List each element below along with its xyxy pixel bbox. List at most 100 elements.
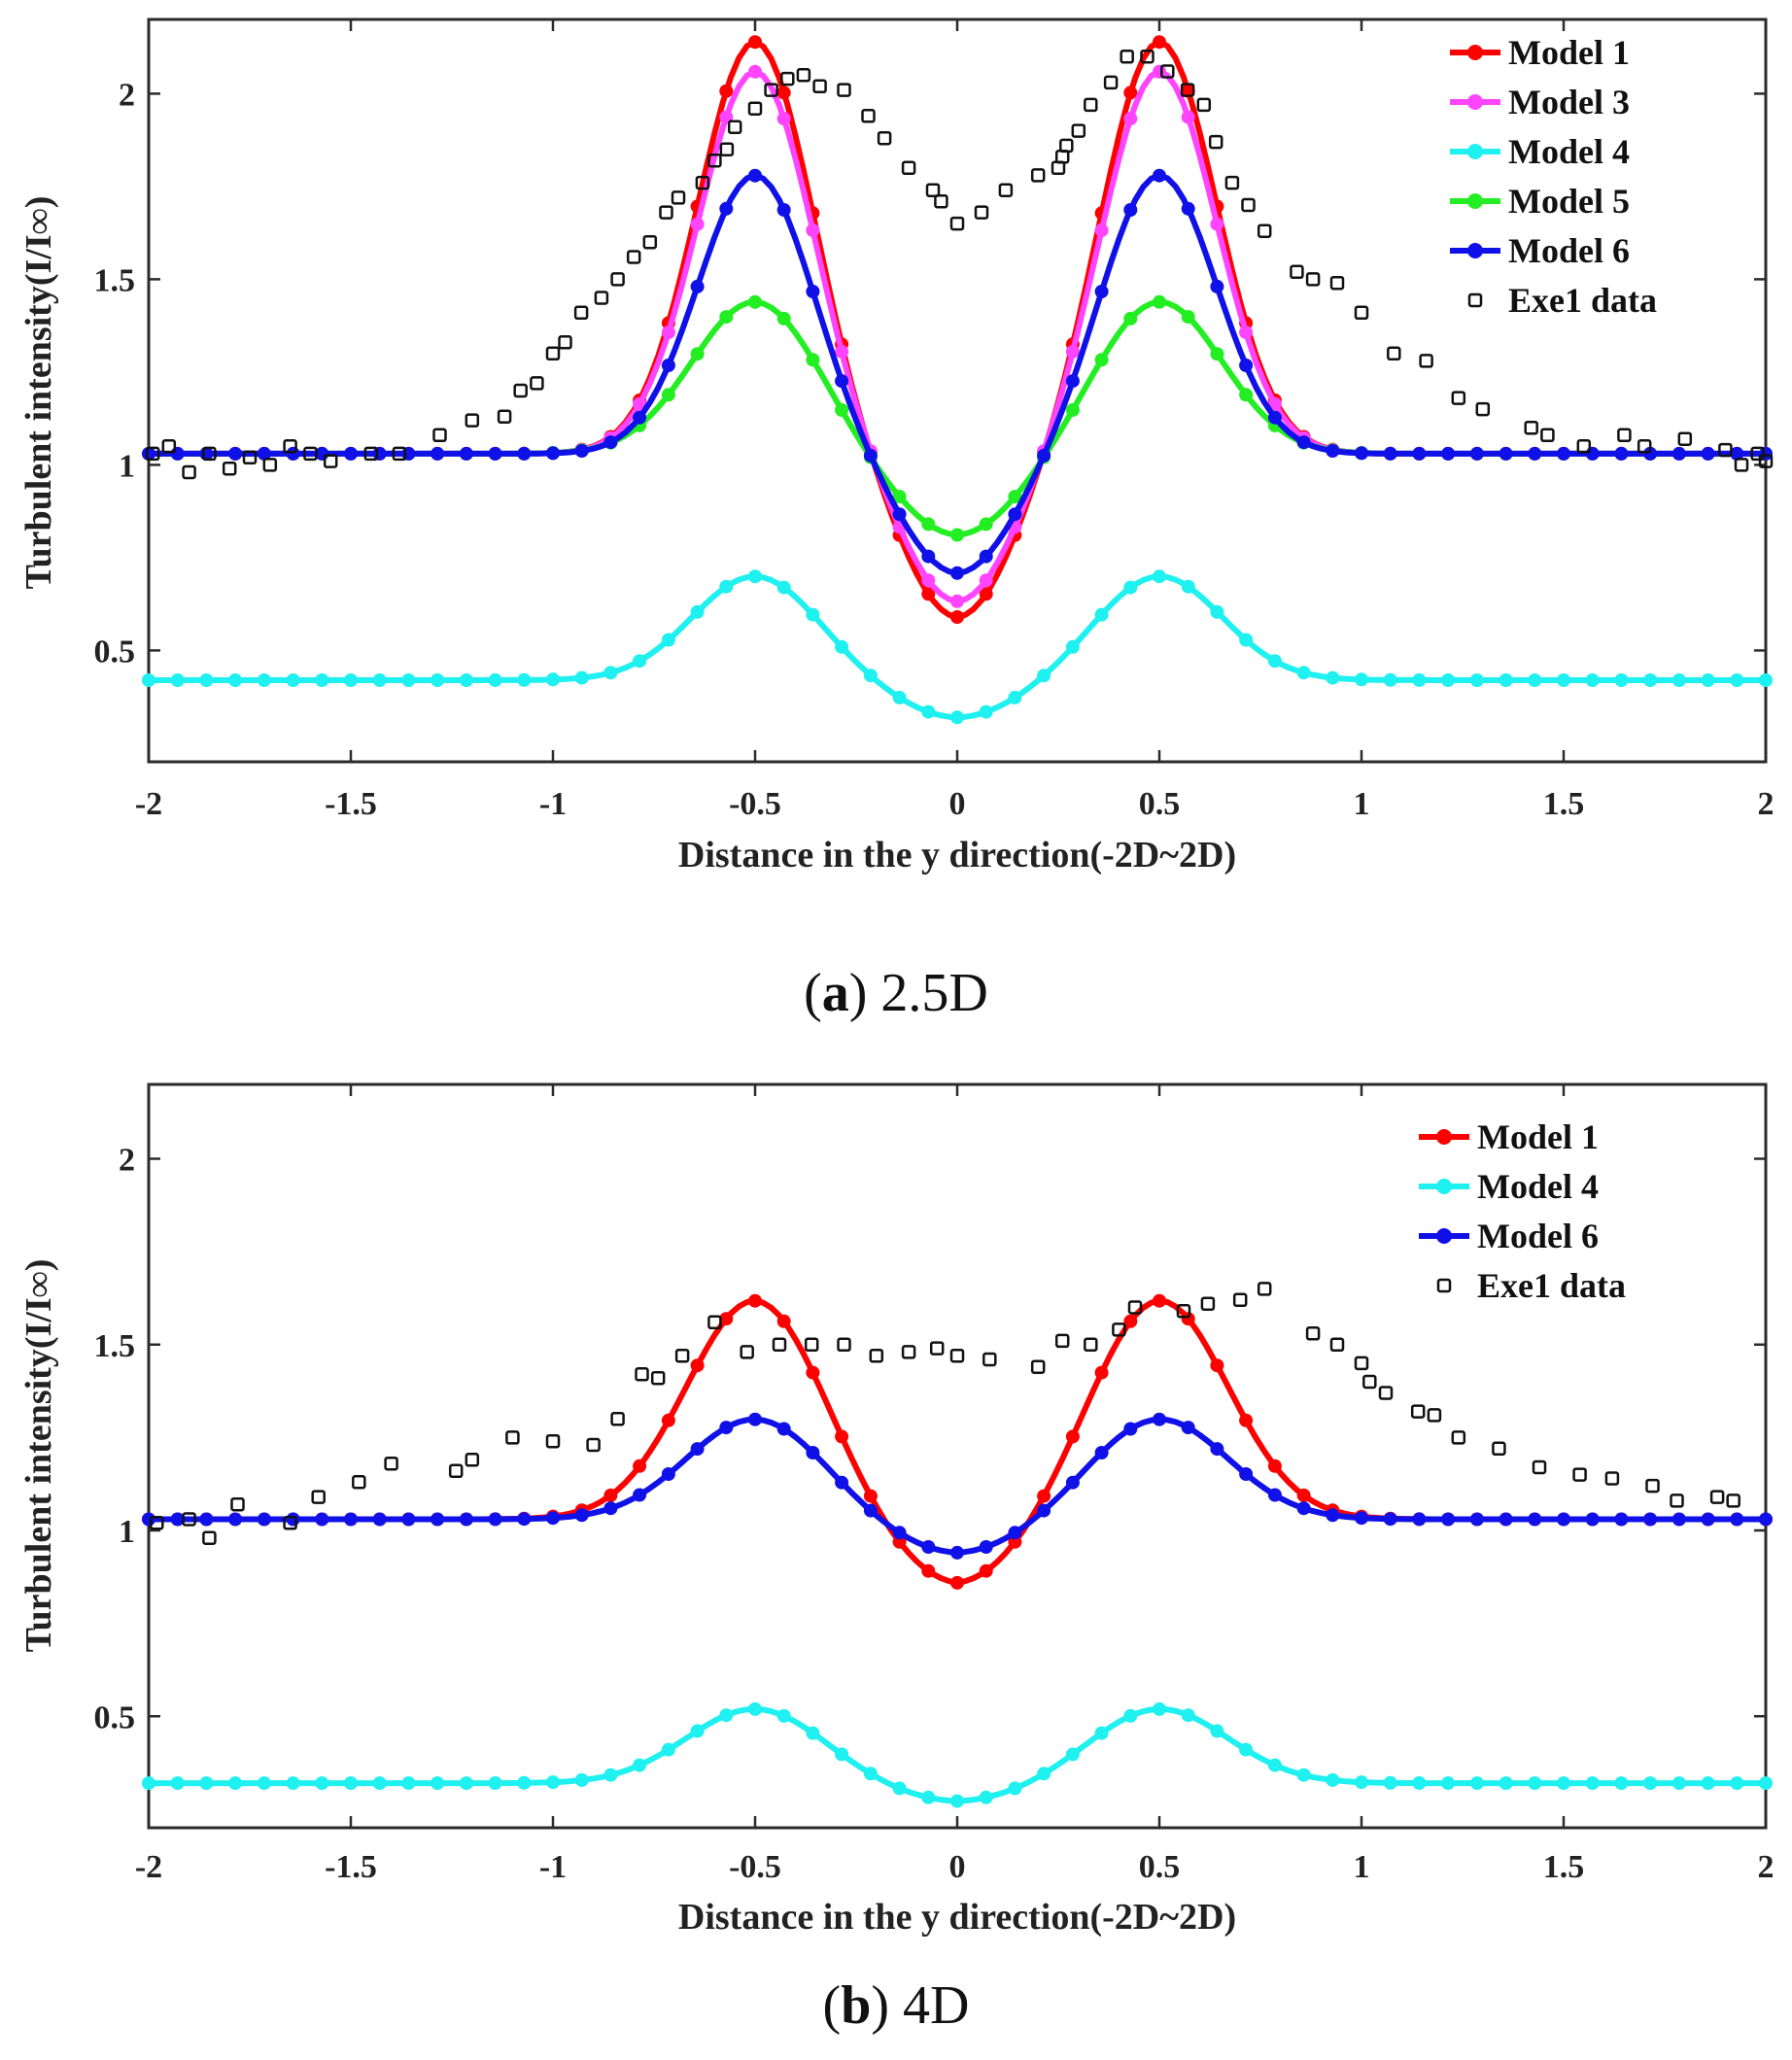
legend-marker	[1436, 1179, 1452, 1194]
series-marker	[1094, 1726, 1109, 1740]
x-tick-label: 2	[1758, 786, 1775, 822]
series-marker	[142, 1512, 155, 1527]
series-marker	[719, 84, 734, 98]
data-point	[934, 193, 948, 209]
legend-label: Model 3	[1508, 83, 1630, 121]
series-exe1-data	[145, 49, 1774, 480]
data-point	[1241, 197, 1256, 213]
series-marker	[517, 1512, 532, 1527]
data-point	[363, 446, 379, 462]
x-tick-label: 0	[949, 1849, 966, 1885]
series-marker	[1181, 1421, 1195, 1435]
data-point	[311, 1490, 326, 1504]
caption-b: (b) 4D	[823, 1975, 970, 2036]
data-point	[877, 130, 892, 146]
data-point	[161, 439, 177, 454]
series-marker	[950, 1575, 964, 1590]
data-point	[1103, 75, 1119, 90]
x-tick-label: -2	[135, 1849, 162, 1885]
series-marker	[401, 1512, 416, 1527]
series-marker	[921, 1563, 936, 1578]
series-model-6	[142, 1412, 1773, 1560]
series-marker	[950, 1794, 964, 1808]
series-marker	[1153, 569, 1166, 584]
data-point	[283, 1516, 297, 1530]
data-point	[545, 1433, 561, 1449]
series-marker	[546, 1511, 560, 1526]
series-marker	[748, 168, 762, 183]
data-point	[1084, 1337, 1098, 1353]
legend-label: Model 6	[1508, 231, 1630, 270]
series-marker	[1326, 444, 1340, 458]
series-marker	[690, 279, 705, 293]
data-point	[1257, 223, 1272, 238]
series-marker	[1181, 84, 1195, 98]
series-marker	[1267, 396, 1282, 411]
series-marker	[1239, 1742, 1254, 1757]
series-exe1-data	[150, 1282, 1740, 1545]
series-marker	[286, 673, 300, 687]
series-marker	[286, 446, 300, 461]
series-marker	[1210, 1442, 1224, 1457]
legend-marker	[1436, 1228, 1452, 1244]
series-marker	[1065, 1475, 1080, 1490]
data-point	[610, 272, 625, 287]
data-point	[1670, 1494, 1684, 1508]
series-marker	[748, 1412, 762, 1426]
series-marker	[633, 1488, 647, 1502]
data-point	[448, 1463, 464, 1479]
series-marker	[1181, 110, 1195, 124]
series-marker	[690, 1358, 705, 1373]
series-marker	[257, 673, 271, 687]
legend: Model 1 Model 3 Model 4 Model 5 Model 6 Exe1 …	[1450, 33, 1657, 320]
data-point	[1362, 1374, 1377, 1390]
series-marker	[806, 607, 820, 622]
series-marker	[431, 446, 445, 461]
data-point	[707, 153, 722, 168]
series-marker	[1267, 410, 1282, 425]
series-marker	[719, 1708, 734, 1723]
data-point	[1208, 134, 1223, 150]
series-marker	[719, 310, 734, 325]
data-point	[740, 1345, 754, 1359]
data-point	[674, 1348, 690, 1363]
data-point	[497, 409, 512, 424]
series-marker	[1730, 1776, 1744, 1791]
series-marker	[1181, 579, 1195, 594]
legend-label: Model 5	[1508, 182, 1630, 221]
series-marker	[459, 1776, 473, 1791]
series-marker	[1153, 1412, 1166, 1426]
data-point	[150, 1516, 164, 1530]
data-point	[998, 183, 1014, 197]
series-marker	[921, 1540, 936, 1554]
series-marker	[748, 569, 762, 584]
series-marker	[748, 294, 762, 309]
series-marker	[170, 446, 185, 461]
data-point	[1617, 428, 1632, 443]
series-marker	[1181, 1708, 1195, 1723]
series-marker	[661, 1742, 675, 1757]
series-marker	[1210, 1724, 1224, 1738]
series-marker	[1528, 673, 1542, 687]
series-marker	[401, 673, 416, 687]
series-marker	[1296, 1768, 1311, 1782]
data-point	[1224, 175, 1240, 190]
series-marker	[431, 673, 445, 687]
series-marker	[835, 374, 849, 389]
legend-marker	[1467, 292, 1483, 308]
series-marker	[1094, 1446, 1109, 1459]
series-marker	[776, 1422, 791, 1436]
legend-label: Model 6	[1477, 1217, 1599, 1255]
series-marker	[1326, 670, 1340, 685]
series-marker	[546, 1775, 560, 1790]
series-marker	[1441, 1512, 1456, 1527]
series-marker	[1469, 446, 1484, 461]
series-marker	[170, 1776, 185, 1791]
series-marker	[1239, 633, 1254, 647]
data-point	[1540, 428, 1555, 443]
data-point	[1071, 123, 1086, 138]
series-marker	[574, 1772, 589, 1787]
data-point	[1329, 1337, 1345, 1353]
series-marker	[142, 446, 155, 461]
series-marker	[1239, 1413, 1254, 1427]
